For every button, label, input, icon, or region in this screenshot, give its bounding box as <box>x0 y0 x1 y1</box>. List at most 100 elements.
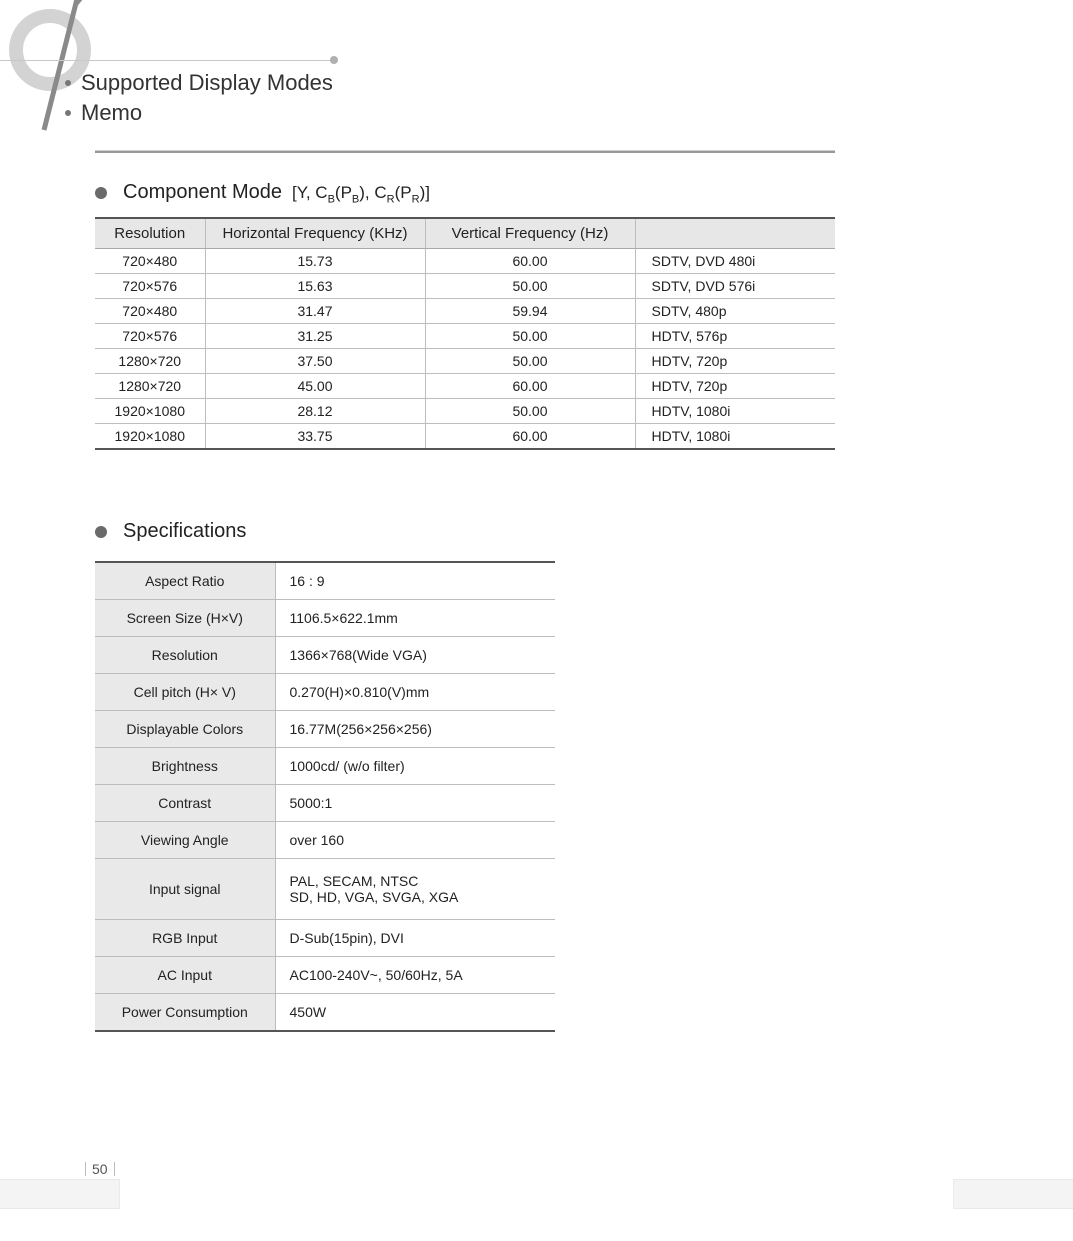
table-header-row: Resolution Horizontal Frequency (KHz) Ve… <box>95 218 835 249</box>
cell-note: SDTV, DVD 480i <box>635 249 835 274</box>
table-row: 720×48015.7360.00SDTV, DVD 480i <box>95 249 835 274</box>
footer-corner-left <box>0 1179 120 1209</box>
spec-key: Cell pitch (H× V) <box>95 674 275 711</box>
specifications-section: Specifications Aspect Ratio16 : 9Screen … <box>95 520 835 1032</box>
spec-key: Contrast <box>95 785 275 822</box>
table-row: Contrast5000:1 <box>95 785 555 822</box>
cell-hfreq: 31.47 <box>205 299 425 324</box>
table-row: Aspect Ratio16 : 9 <box>95 562 555 600</box>
section-divider <box>95 150 835 153</box>
spec-value: 5000:1 <box>275 785 555 822</box>
spec-value: 450W <box>275 994 555 1032</box>
cell-hfreq: 15.63 <box>205 274 425 299</box>
cell-hfreq: 28.12 <box>205 399 425 424</box>
spec-value: 0.270(H)×0.810(V)mm <box>275 674 555 711</box>
table-row: 720×48031.4759.94SDTV, 480p <box>95 299 835 324</box>
cell-vfreq: 60.00 <box>425 424 635 450</box>
table-row: AC InputAC100-240V~, 50/60Hz, 5A <box>95 957 555 994</box>
spec-value: 16.77M(256×256×256) <box>275 711 555 748</box>
cell-note: SDTV, DVD 576i <box>635 274 835 299</box>
footer-corner-right <box>953 1179 1073 1209</box>
spec-key: Input signal <box>95 859 275 920</box>
specifications-title: Specifications <box>123 520 246 543</box>
cell-resolution: 1280×720 <box>95 349 205 374</box>
component-mode-table: Resolution Horizontal Frequency (KHz) Ve… <box>95 217 835 450</box>
cell-resolution: 720×576 <box>95 324 205 349</box>
cell-hfreq: 45.00 <box>205 374 425 399</box>
cell-resolution: 1920×1080 <box>95 399 205 424</box>
spec-value: 16 : 9 <box>275 562 555 600</box>
table-row: 720×57615.6350.00SDTV, DVD 576i <box>95 274 835 299</box>
header-rule <box>0 60 330 61</box>
col-resolution: Resolution <box>95 218 205 249</box>
spec-key: AC Input <box>95 957 275 994</box>
header-title-2: Memo <box>81 100 142 126</box>
table-row: 1280×72045.0060.00HDTV, 720p <box>95 374 835 399</box>
cell-resolution: 720×576 <box>95 274 205 299</box>
table-row: Resolution1366×768(Wide VGA) <box>95 637 555 674</box>
bullet-icon <box>65 80 71 86</box>
spec-key: Displayable Colors <box>95 711 275 748</box>
section-bullet-icon <box>95 526 107 538</box>
content-area: Component Mode [Y, CB(PB), CR(PR)] Resol… <box>95 150 835 1032</box>
table-row: 1280×72037.5050.00HDTV, 720p <box>95 349 835 374</box>
spec-value: 1366×768(Wide VGA) <box>275 637 555 674</box>
cell-hfreq: 33.75 <box>205 424 425 450</box>
col-vfreq: Vertical Frequency (Hz) <box>425 218 635 249</box>
cell-vfreq: 50.00 <box>425 399 635 424</box>
specifications-table: Aspect Ratio16 : 9Screen Size (H×V)1106.… <box>95 561 555 1032</box>
table-row: Displayable Colors16.77M(256×256×256) <box>95 711 555 748</box>
col-note <box>635 218 835 249</box>
spec-value: 1000cd/ (w/o filter) <box>275 748 555 785</box>
table-row: 1920×108028.1250.00HDTV, 1080i <box>95 399 835 424</box>
table-row: Brightness1000cd/ (w/o filter) <box>95 748 555 785</box>
cell-resolution: 720×480 <box>95 299 205 324</box>
cell-note: HDTV, 1080i <box>635 424 835 450</box>
cell-vfreq: 50.00 <box>425 324 635 349</box>
specifications-heading: Specifications <box>95 520 835 543</box>
cell-note: HDTV, 1080i <box>635 399 835 424</box>
cell-hfreq: 15.73 <box>205 249 425 274</box>
cell-vfreq: 60.00 <box>425 374 635 399</box>
component-mode-title: Component Mode <box>123 181 282 204</box>
header-titles: Supported Display Modes Memo <box>65 70 333 130</box>
table-row: 1920×108033.7560.00HDTV, 1080i <box>95 424 835 450</box>
component-mode-subtitle: [Y, CB(PB), CR(PR)] <box>292 183 430 205</box>
section-bullet-icon <box>95 187 107 199</box>
cell-note: SDTV, 480p <box>635 299 835 324</box>
cell-vfreq: 50.00 <box>425 349 635 374</box>
table-row: Cell pitch (H× V)0.270(H)×0.810(V)mm <box>95 674 555 711</box>
cell-hfreq: 37.50 <box>205 349 425 374</box>
header-dot-icon <box>330 56 338 64</box>
col-hfreq: Horizontal Frequency (KHz) <box>205 218 425 249</box>
cell-resolution: 1280×720 <box>95 374 205 399</box>
cell-vfreq: 50.00 <box>425 274 635 299</box>
spec-value: AC100-240V~, 50/60Hz, 5A <box>275 957 555 994</box>
spec-value: 1106.5×622.1mm <box>275 600 555 637</box>
page: Supported Display Modes Memo Component M… <box>0 0 1073 1241</box>
cell-vfreq: 60.00 <box>425 249 635 274</box>
spec-key: Aspect Ratio <box>95 562 275 600</box>
spec-key: Viewing Angle <box>95 822 275 859</box>
spec-key: Power Consumption <box>95 994 275 1032</box>
header-title-row: Memo <box>65 100 333 126</box>
cell-hfreq: 31.25 <box>205 324 425 349</box>
spec-key: Resolution <box>95 637 275 674</box>
page-number: 50 <box>85 1161 115 1177</box>
spec-value: PAL, SECAM, NTSCSD, HD, VGA, SVGA, XGA <box>275 859 555 920</box>
table-row: 720×57631.2550.00HDTV, 576p <box>95 324 835 349</box>
table-row: Screen Size (H×V)1106.5×622.1mm <box>95 600 555 637</box>
spec-key: Screen Size (H×V) <box>95 600 275 637</box>
spec-key: Brightness <box>95 748 275 785</box>
cell-vfreq: 59.94 <box>425 299 635 324</box>
cell-resolution: 1920×1080 <box>95 424 205 450</box>
cell-resolution: 720×480 <box>95 249 205 274</box>
table-row: Viewing Angleover 160 <box>95 822 555 859</box>
spec-value: over 160 <box>275 822 555 859</box>
table-row: RGB InputD-Sub(15pin), DVI <box>95 920 555 957</box>
cell-note: HDTV, 720p <box>635 349 835 374</box>
cell-note: HDTV, 720p <box>635 374 835 399</box>
spec-value: D-Sub(15pin), DVI <box>275 920 555 957</box>
header-title-1: Supported Display Modes <box>81 70 333 96</box>
table-row: Power Consumption450W <box>95 994 555 1032</box>
